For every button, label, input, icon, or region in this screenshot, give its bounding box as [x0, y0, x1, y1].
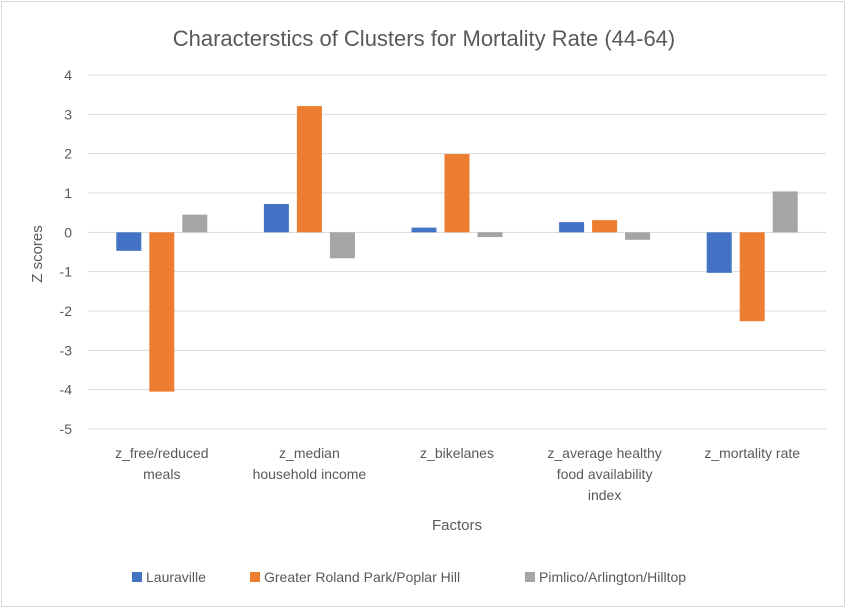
y-tick-label: 3 [64, 106, 72, 122]
x-tick-label: z_bikelanes [420, 445, 494, 461]
x-tick-label: z_median household income [253, 445, 367, 482]
x-tick-label: z_mortality rate [704, 445, 800, 461]
bar [706, 232, 732, 273]
bar [149, 232, 175, 392]
bar [263, 204, 289, 233]
bar [772, 191, 798, 233]
legend-swatch [250, 572, 260, 582]
y-tick-label: -5 [60, 421, 73, 437]
y-tick-label: 2 [64, 146, 72, 162]
y-tick-label: 1 [64, 185, 72, 201]
y-tick-label: 0 [64, 224, 72, 240]
bar [411, 227, 437, 233]
y-tick-labels: 4 3 2 1 0 -1 -2 -3 -4 -5 [60, 67, 73, 437]
y-tick-label: 4 [64, 67, 72, 83]
legend-label: Greater Roland Park/Poplar Hill [264, 569, 460, 585]
chart-title: Characterstics of Clusters for Mortality… [173, 26, 676, 51]
legend-label: Lauraville [146, 569, 206, 585]
gridlines [88, 74, 826, 430]
bar [625, 232, 651, 240]
y-tick-label: -4 [60, 382, 73, 398]
bar [444, 154, 470, 233]
x-axis-label: Factors [432, 517, 482, 534]
bar [182, 214, 208, 233]
legend-swatch [132, 572, 142, 582]
y-axis-label: Z scores [29, 225, 46, 283]
bar [296, 106, 322, 233]
y-tick-label: -2 [60, 303, 73, 319]
bar [592, 220, 618, 233]
x-tick-label: z_average healthy food availability index [547, 445, 661, 503]
legend-label: Pimlico/Arlington/Hilltop [539, 569, 686, 585]
bar [477, 232, 503, 238]
y-tick-label: -3 [60, 342, 73, 358]
bar [116, 232, 142, 251]
bar [739, 232, 765, 322]
legend: Lauraville Greater Roland Park/Poplar Hil… [132, 569, 686, 585]
x-tick-labels: z_free/reduced meals z_median household inc… [115, 445, 800, 503]
y-tick-label: -1 [60, 264, 73, 280]
bar [559, 222, 585, 233]
legend-swatch [525, 572, 535, 582]
bars [116, 106, 798, 392]
bar [329, 232, 355, 259]
x-tick-label: z_free/reduced meals [115, 445, 208, 482]
